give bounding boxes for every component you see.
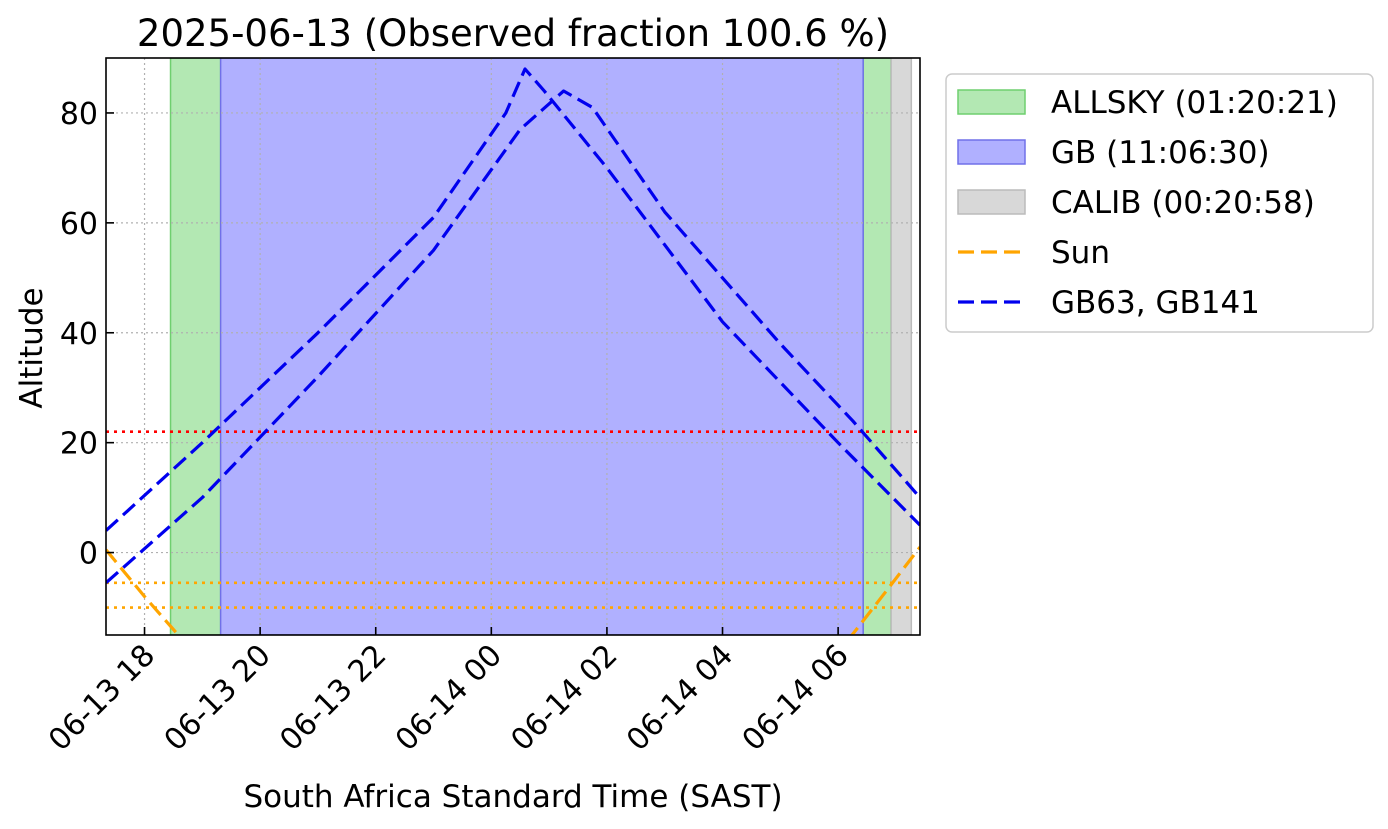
x-tick-label: 06-14 02 [504,638,624,758]
plot-frame [105,57,921,636]
span-band [169,58,222,635]
x-tick-label: 06-14 00 [389,638,509,758]
legend-label: Sun [1051,235,1110,271]
x-tick-label: 06-14 06 [736,638,856,758]
series-line-gb141 [106,89,920,584]
x-axis-label: South Africa Standard Time (SAST) [243,779,782,815]
span-band [219,58,864,635]
legend: ALLSKY (01:20:21) GB (11:06:30) CALIB (00:… [945,73,1374,333]
y-tick-label: 60 [60,207,98,242]
series-layer [106,67,920,635]
legend-label: CALIB (00:20:58) [1051,185,1315,221]
legend-swatch [957,89,1026,115]
y-tick-label: 80 [60,97,98,132]
legend-label: GB63, GB141 [1051,285,1260,321]
y-axis-label: Altitude [14,287,50,408]
series-line-sun [850,546,920,635]
legend-label: ALLSKY (01:20:21) [1051,85,1338,121]
grid-layer [106,58,920,635]
span-band [862,58,892,635]
x-tick-label: 06-13 22 [273,638,393,758]
legend-swatch [957,189,1026,215]
spans-layer [169,58,913,635]
y-tick-label: 40 [60,317,98,352]
chart-title: 2025-06-13 (Observed fraction 100.6 %) [137,12,889,55]
x-tick-label: 06-13 20 [158,638,278,758]
y-tick-label: 0 [79,537,98,572]
span-band [890,58,913,635]
legend-label: GB (11:06:30) [1051,135,1270,171]
series-line-gb63 [106,67,920,532]
x-tick-label: 06-14 04 [620,638,740,758]
series-line-sun [106,548,181,635]
legend-frame [945,73,1374,333]
y-tick-label: 20 [60,427,98,462]
legend-swatch [957,139,1026,165]
x-tick-label: 06-13 18 [42,638,162,758]
